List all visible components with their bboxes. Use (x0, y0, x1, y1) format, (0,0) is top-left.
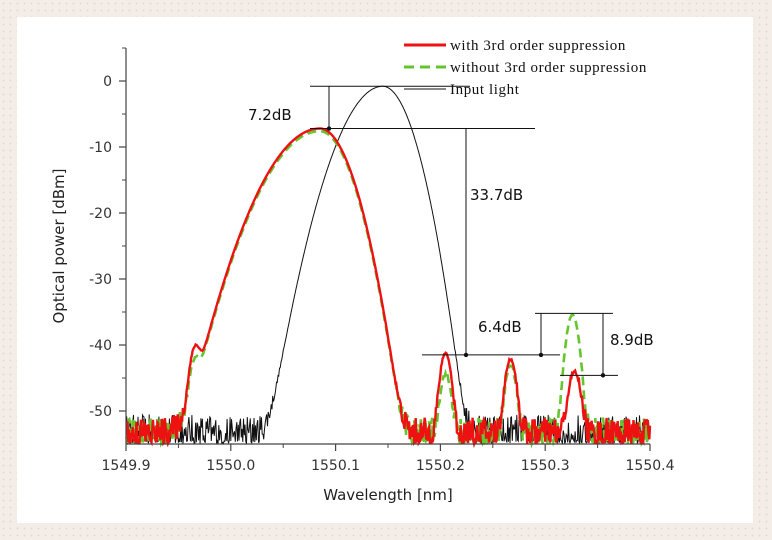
x-tick-label: 1550.0 (206, 458, 255, 474)
annotation-arrowhead (326, 126, 332, 131)
x-tick-label: 1550.1 (311, 458, 360, 474)
y-tick-label: 0 (103, 74, 112, 90)
series-without-suppression-line (124, 129, 651, 449)
y-tick-label: -40 (89, 338, 112, 354)
curves-layer (124, 85, 652, 449)
x-tick-label: 1550.3 (521, 458, 570, 474)
series-with-suppression-line (125, 127, 652, 449)
legend-label: Input light (450, 82, 520, 98)
legend: with 3rd order suppression without 3rd or… (404, 38, 647, 98)
y-tick-label: -50 (89, 404, 112, 420)
x-axis-title: Wavelength [nm] (323, 486, 453, 504)
annotation-label: 7.2dB (248, 106, 292, 124)
legend-label: without 3rd order suppression (450, 60, 647, 76)
annotation-arrowhead (538, 352, 544, 358)
annotations-layer: 7.2dB 33.7dB 6.4dB 8.9dB (248, 85, 654, 378)
series-input-light-line (125, 85, 651, 446)
annotation-arrowhead (600, 373, 606, 378)
y-tick-label: -30 (89, 272, 112, 288)
axes-layer: 1549.9 1550.0 1550.1 1550.2 1550.3 1550.4 0 -10… (50, 47, 675, 504)
annotation-label: 6.4dB (478, 318, 522, 336)
x-tick-label: 1550.4 (626, 458, 675, 474)
x-tick-label: 1550.2 (416, 458, 465, 474)
y-axis-title: Optical power [dBm] (50, 168, 68, 323)
annotation-label: 8.9dB (610, 331, 654, 349)
y-tick-label: -20 (89, 206, 112, 222)
y-tick-label: -10 (89, 140, 112, 156)
x-tick-label: 1549.9 (102, 458, 151, 474)
annotation-label: 33.7dB (470, 186, 523, 204)
legend-label: with 3rd order suppression (450, 38, 626, 54)
